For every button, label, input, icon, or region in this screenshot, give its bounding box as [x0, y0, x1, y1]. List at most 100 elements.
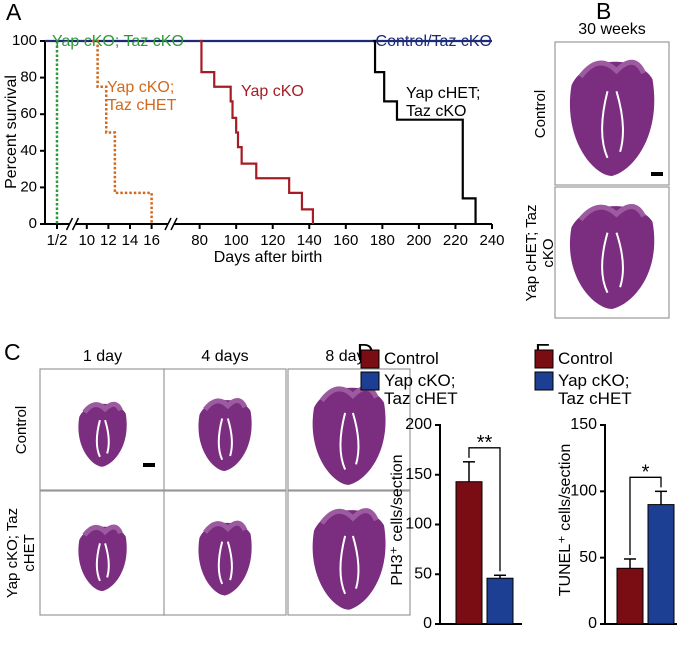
heart-image	[198, 520, 252, 596]
row-label: Control	[12, 405, 30, 454]
heart-tissue	[78, 526, 127, 592]
heart-lumen	[339, 535, 360, 595]
significance-bracket	[468, 447, 501, 572]
heart-tissue	[312, 510, 386, 610]
bar	[647, 504, 675, 625]
bar	[455, 481, 483, 625]
y-tick-label: 60	[20, 105, 37, 122]
heart-image	[312, 508, 386, 610]
significance-bracket	[629, 476, 662, 555]
legend-label: Control	[384, 349, 439, 368]
x-axis-label: Days after birth	[214, 249, 322, 266]
heart-tissue	[78, 403, 127, 467]
legend-swatch	[534, 349, 554, 369]
significance-label: *	[642, 462, 650, 484]
panel-letter: C	[4, 339, 21, 365]
y-tick-label: 100	[12, 32, 37, 49]
heart-atria	[82, 524, 123, 537]
x-tick-label: 140	[297, 232, 322, 249]
y-tick-label: 20	[20, 178, 37, 195]
y-tick-label: 100	[570, 483, 597, 500]
panel-letter: A	[6, 0, 22, 25]
x-tick-label: 1/2	[47, 232, 68, 249]
heart-image	[78, 524, 127, 592]
y-tick-label: 0	[588, 615, 597, 632]
column-header: 1 day	[83, 348, 122, 365]
row-label: Control	[531, 89, 549, 138]
heart-lumen	[601, 232, 624, 294]
y-tick-label: 40	[20, 142, 37, 159]
significance-label: **	[477, 432, 493, 454]
x-tick-label: 10	[78, 232, 95, 249]
y-tick-label: 0	[423, 615, 432, 632]
survival-curve	[92, 39, 153, 224]
heart-tissue	[569, 61, 655, 176]
heart-atria	[203, 520, 248, 534]
y-tick-label: 80	[20, 69, 37, 86]
heart-tissue	[198, 522, 252, 596]
y-tick-label: 150	[405, 466, 432, 483]
column-header: 4 days	[201, 348, 248, 365]
bar	[616, 567, 644, 625]
series-label: Yap cHET; Taz cKO	[406, 85, 481, 120]
heart-image	[569, 59, 655, 176]
x-tick-label: 220	[443, 232, 468, 249]
legend-swatch	[534, 371, 554, 391]
heart-atria	[319, 508, 379, 525]
heart-image	[198, 398, 252, 472]
axis-break-gap	[69, 221, 76, 227]
row-label: Yap cKO; Taz cHET	[4, 507, 38, 599]
axis-break	[71, 217, 80, 231]
y-tick-label: 200	[405, 416, 432, 433]
axis-break	[164, 217, 172, 231]
heart-tissue	[569, 206, 655, 309]
heart-atria	[578, 59, 646, 79]
y-tick-label: 100	[405, 516, 432, 533]
x-tick-label: 160	[333, 232, 358, 249]
survival-curve	[373, 39, 477, 224]
x-tick-label: 180	[370, 232, 395, 249]
panel-letter: B	[596, 0, 611, 24]
heart-tissue	[312, 387, 386, 485]
legend-label: Yap cKO; Taz cHET	[558, 371, 632, 408]
x-tick-label: 200	[406, 232, 431, 249]
y-tick-label: 0	[29, 215, 37, 232]
y-axis-label: TUNEL⁺ cells/section	[557, 444, 574, 597]
x-tick-label: 100	[224, 232, 249, 249]
legend-label: Yap cKO; Taz cHET	[384, 371, 458, 408]
axis-break	[170, 217, 178, 231]
y-tick-label: 50	[414, 565, 432, 582]
y-tick-label: 150	[570, 416, 597, 433]
legend-swatch	[360, 349, 380, 369]
axis-break-gap	[168, 221, 174, 227]
y-tick-label: 50	[579, 549, 597, 566]
heart-image	[78, 401, 127, 467]
heart-lumen	[339, 412, 360, 470]
survival-curve	[199, 39, 315, 224]
heart-atria	[82, 401, 123, 414]
bar	[486, 577, 514, 625]
x-tick-label: 12	[100, 232, 117, 249]
x-tick-label: 80	[191, 232, 208, 249]
heart-lumen	[95, 543, 110, 582]
x-tick-label: 16	[143, 232, 160, 249]
scale-bar	[651, 172, 663, 176]
axis-break	[65, 217, 74, 231]
legend-swatch	[360, 371, 380, 391]
heart-lumen	[217, 541, 233, 585]
series-label: Yap cKO	[241, 83, 304, 100]
y-axis-label: PH3⁺ cells/section	[389, 454, 406, 585]
x-tick-label: 14	[122, 232, 139, 249]
series-label: Yap cKO; Taz cHET	[107, 79, 177, 114]
column-header: 30 weeks	[578, 21, 646, 38]
series-label: Yap cKO; Taz cKO	[52, 33, 184, 50]
legend-label: Control	[558, 349, 613, 368]
x-tick-label: 240	[479, 232, 504, 249]
heart-tissue	[198, 400, 252, 472]
heart-lumen	[601, 91, 624, 159]
scale-bar	[143, 463, 155, 467]
heart-image	[569, 204, 655, 309]
heart-lumen	[95, 419, 110, 458]
